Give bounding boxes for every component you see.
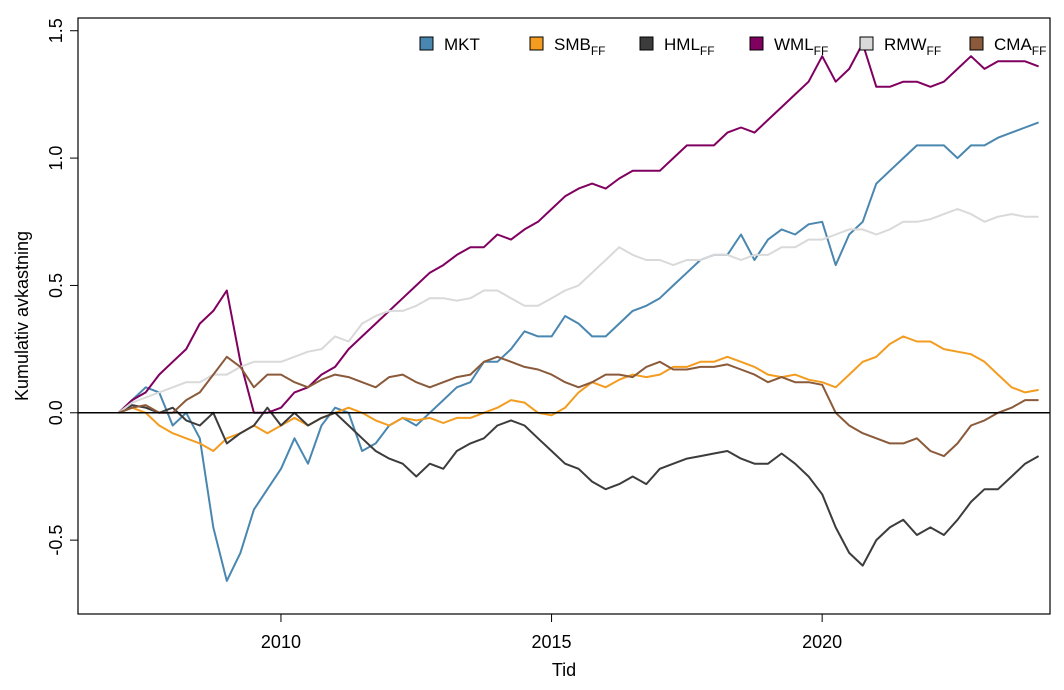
legend-label: HMLFF (664, 35, 715, 58)
legend-label: WMLFF (774, 35, 828, 58)
legend-subscript: FF (700, 44, 715, 58)
x-tick-label: 2020 (802, 632, 842, 652)
series-line (118, 404, 1040, 567)
series-line (118, 335, 1039, 452)
series-line (117, 121, 1039, 582)
legend-label: CMAFF (994, 35, 1046, 58)
legend-subscript: FF (926, 44, 941, 58)
plot-frame (77, 17, 1051, 615)
legend-subscript: FF (814, 44, 829, 58)
x-tick-label: 2015 (532, 632, 572, 652)
y-tick-label: 1.5 (46, 18, 66, 43)
y-tick-label: 1.0 (46, 146, 66, 171)
legend-name: RMW (884, 35, 926, 54)
x-axis-label: Tid (552, 660, 576, 680)
legend-name: SMB (554, 35, 591, 54)
series-line (117, 42, 1039, 414)
legend-name: HML (664, 35, 700, 54)
legend-label: SMBFF (554, 35, 606, 58)
legend-subscript: FF (591, 44, 606, 58)
y-axis-label: Kumulativ avkastning (12, 231, 32, 401)
y-tick-label: 0.5 (46, 273, 66, 298)
legend-label: MKT (444, 35, 480, 54)
legend-swatch (419, 36, 434, 51)
legend-swatch (749, 36, 764, 51)
y-tick-label: -0.5 (46, 525, 66, 556)
legend-swatch (639, 36, 654, 51)
legend-subscript: FF (1032, 44, 1047, 58)
legend-name: MKT (444, 35, 480, 54)
y-tick-label: 0.0 (46, 400, 66, 425)
legend-swatch (859, 36, 874, 51)
legend-swatch (529, 36, 544, 51)
series-line (118, 355, 1039, 458)
x-tick-label: 2010 (261, 632, 301, 652)
legend-swatch (969, 36, 984, 51)
legend-label: RMWFF (884, 35, 941, 58)
legend-name: WML (774, 35, 814, 54)
legend-name: CMA (994, 35, 1032, 54)
series-line (117, 208, 1039, 414)
